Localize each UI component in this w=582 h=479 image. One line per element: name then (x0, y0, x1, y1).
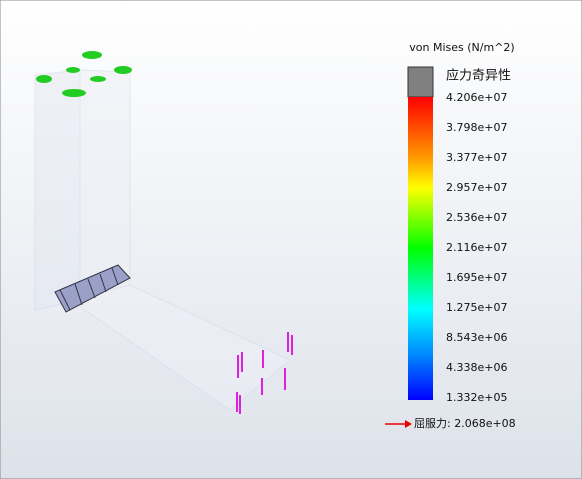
color-bar (408, 97, 433, 400)
tick-label: 2.957e+07 (446, 181, 507, 194)
tick-label: 1.695e+07 (446, 271, 507, 284)
loads (236, 332, 293, 414)
mesh (54, 264, 131, 313)
tick-label: 1.332e+05 (446, 391, 507, 404)
yield-arrowhead (405, 420, 412, 428)
yield-label: 屈服力: 2.068e+08 (414, 417, 516, 430)
tick-label: 2.536e+07 (446, 211, 507, 224)
singularity-swatch (407, 66, 434, 98)
tick-label: 4.338e+06 (446, 361, 507, 374)
tick-label: 3.798e+07 (446, 121, 507, 134)
singularity-label: 应力奇异性 (446, 68, 511, 84)
tick-label: 1.275e+07 (446, 301, 507, 314)
tick-label: 4.206e+07 (446, 91, 507, 104)
tick-label: 3.377e+07 (446, 151, 507, 164)
legend-title: von Mises (N/m^2) (409, 41, 514, 54)
fixtures (36, 51, 132, 97)
tick-label: 2.116e+07 (446, 241, 507, 254)
tick-label: 8.543e+06 (446, 331, 507, 344)
